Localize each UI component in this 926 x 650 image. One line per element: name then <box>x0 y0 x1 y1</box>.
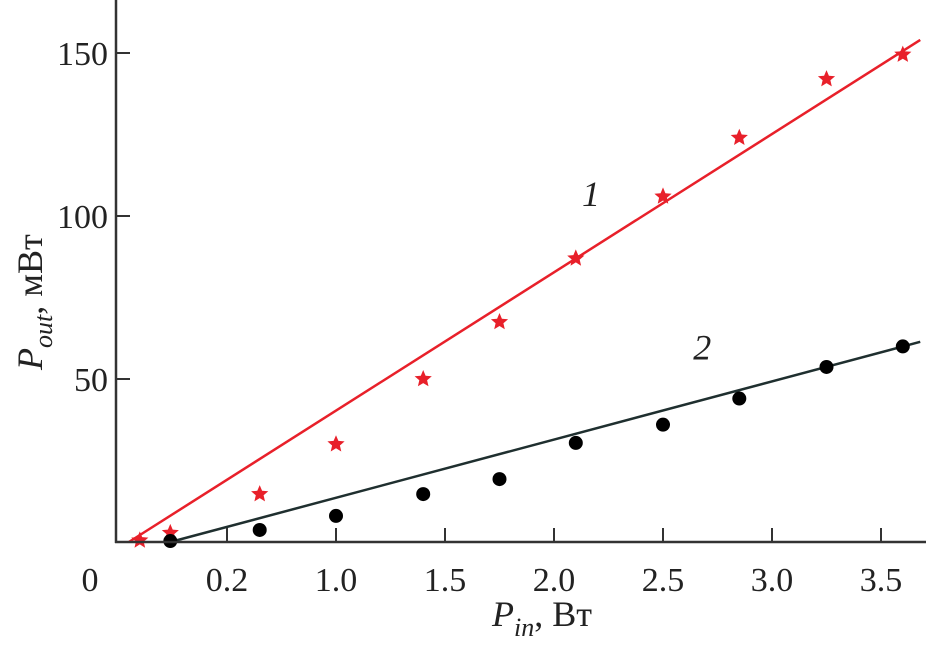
data-point-circle <box>656 417 670 432</box>
x-tick-label: 3.0 <box>751 562 794 599</box>
data-point-circle <box>329 508 343 523</box>
series-label-2: 2 <box>693 327 711 367</box>
data-point-star <box>490 313 509 330</box>
data-point-circle <box>895 339 910 354</box>
data-point-circle <box>252 522 267 537</box>
data-point-star <box>414 370 432 387</box>
data-point-star <box>567 249 585 266</box>
fit-line-series-1 <box>128 38 921 544</box>
y-axis-label: Pout, мВт <box>10 234 58 371</box>
y-tick-label: 50 <box>74 362 108 399</box>
fit-line-series-2 <box>169 340 921 544</box>
data-point-star <box>251 485 269 502</box>
y-tick-label: 150 <box>57 36 108 73</box>
data-point-star <box>817 70 836 87</box>
x-tick-label: 2.0 <box>533 562 576 599</box>
data-point-circle <box>819 359 834 374</box>
data-point-star <box>327 435 345 452</box>
ticks: 0 0.2 1.0 1.5 2.0 2.5 3.0 3.5 50 100 150 <box>57 36 902 599</box>
x-tick-label: 1.0 <box>315 562 358 599</box>
x-axis-label: Pin, Вт <box>491 594 592 642</box>
x-tick-label: 0 <box>82 562 99 599</box>
data-point-circle <box>492 472 507 487</box>
x-tick-label: 0.2 <box>206 562 249 599</box>
data-point-circle <box>416 487 431 502</box>
x-tick-label: 3.5 <box>860 562 903 599</box>
data-point-star <box>131 531 149 548</box>
x-tick-label: 2.5 <box>642 562 685 599</box>
data-point-star <box>730 128 748 145</box>
data-point-star <box>654 187 672 204</box>
data-point-circle <box>732 391 747 406</box>
plot-area: 12 <box>128 38 921 549</box>
data-point-circle <box>568 435 583 450</box>
series-label-1: 1 <box>582 174 600 214</box>
y-tick-label: 100 <box>57 199 108 236</box>
data-point-star <box>894 45 912 62</box>
x-tick-label: 1.5 <box>424 562 467 599</box>
